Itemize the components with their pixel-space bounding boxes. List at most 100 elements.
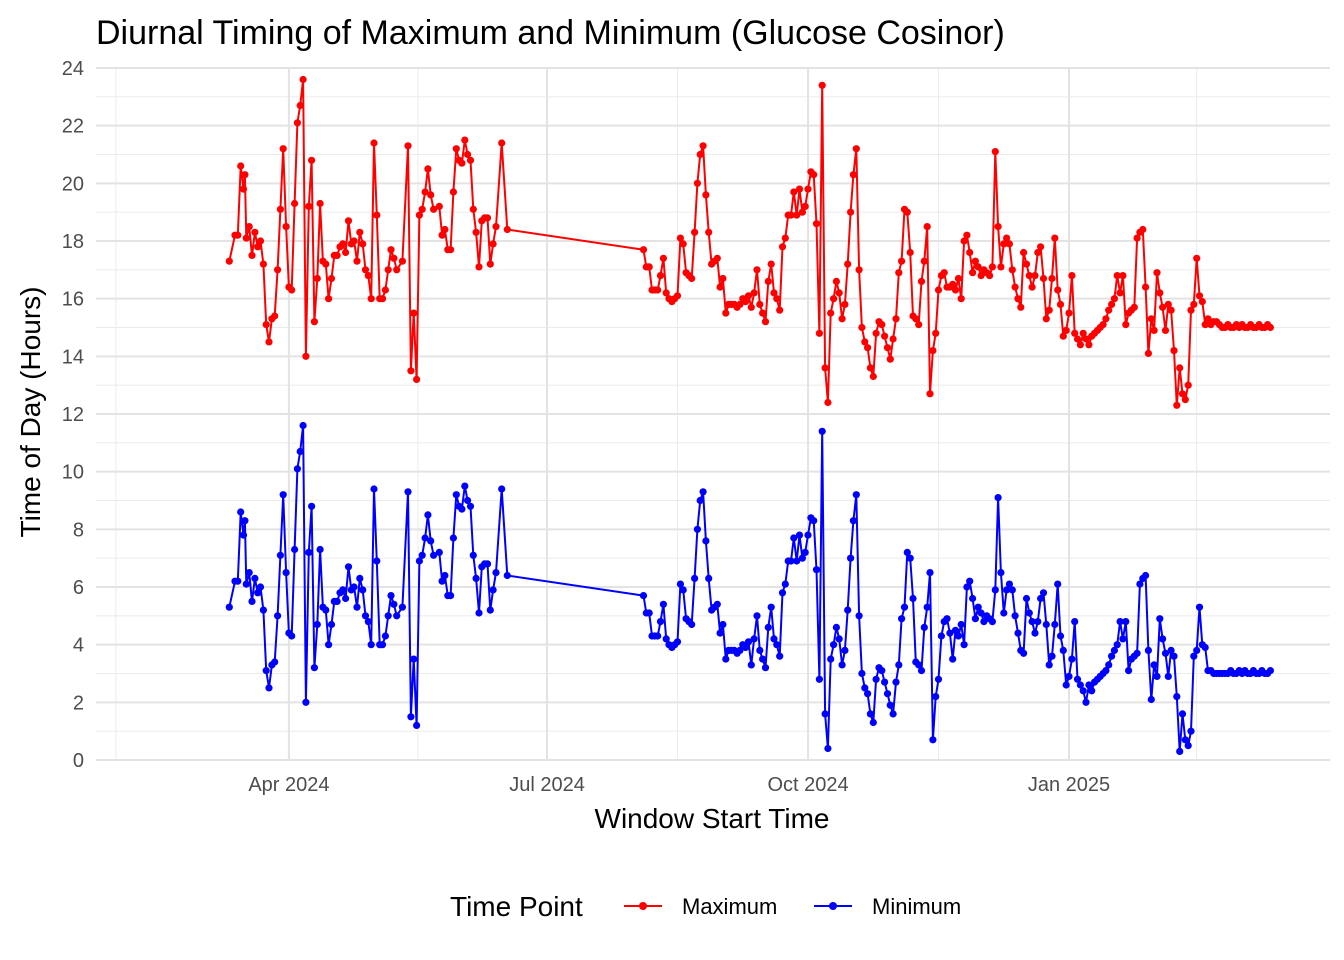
x-axis-title: Window Start Time bbox=[595, 803, 830, 834]
data-point-minimum bbox=[1085, 681, 1093, 689]
data-point-maximum bbox=[353, 257, 361, 265]
data-point-maximum bbox=[702, 191, 710, 199]
data-point-minimum bbox=[702, 537, 710, 545]
data-point-minimum bbox=[404, 488, 412, 496]
data-point-maximum bbox=[282, 223, 290, 231]
data-point-maximum bbox=[1071, 329, 1079, 337]
data-point-maximum bbox=[302, 352, 310, 360]
data-point-minimum bbox=[818, 427, 826, 435]
data-point-maximum bbox=[475, 263, 483, 271]
data-point-maximum bbox=[830, 295, 838, 303]
data-point-maximum bbox=[245, 223, 253, 231]
data-point-maximum bbox=[254, 243, 262, 251]
data-point-maximum bbox=[832, 277, 841, 285]
data-point-maximum bbox=[430, 205, 438, 213]
data-point-minimum bbox=[838, 661, 846, 669]
data-point-minimum bbox=[878, 667, 886, 675]
data-point-minimum bbox=[1201, 643, 1209, 652]
data-point-maximum bbox=[1014, 295, 1022, 303]
data-point-minimum bbox=[288, 632, 296, 640]
data-point-maximum bbox=[293, 119, 301, 127]
data-point-maximum bbox=[1022, 260, 1031, 268]
data-point-minimum bbox=[271, 658, 279, 666]
data-point-maximum bbox=[1099, 321, 1107, 329]
data-point-minimum bbox=[296, 447, 304, 456]
data-point-minimum bbox=[1156, 615, 1164, 623]
data-point-maximum bbox=[1108, 300, 1116, 308]
data-point-maximum bbox=[1059, 332, 1067, 340]
data-point-minimum bbox=[466, 502, 475, 510]
data-point-minimum bbox=[744, 638, 753, 646]
data-point-maximum bbox=[753, 266, 761, 274]
data-point-minimum bbox=[418, 551, 426, 559]
data-point-maximum bbox=[256, 237, 265, 245]
data-point-maximum bbox=[472, 228, 480, 236]
data-point-minimum bbox=[415, 557, 423, 565]
data-point-minimum bbox=[824, 744, 832, 753]
data-point-maximum bbox=[1068, 272, 1076, 280]
data-point-minimum bbox=[489, 586, 497, 594]
data-point-minimum bbox=[1266, 667, 1274, 675]
data-point-minimum bbox=[778, 589, 787, 597]
data-point-maximum bbox=[242, 234, 250, 242]
data-point-maximum bbox=[934, 286, 943, 294]
data-point-minimum bbox=[801, 548, 809, 557]
data-point-minimum bbox=[359, 586, 367, 594]
data-point-maximum bbox=[1051, 234, 1059, 242]
data-point-minimum bbox=[1076, 681, 1084, 689]
data-point-maximum bbox=[778, 243, 787, 251]
data-point-maximum bbox=[773, 295, 781, 303]
data-point-maximum bbox=[322, 260, 330, 268]
data-point-minimum bbox=[308, 502, 316, 510]
data-point-minimum bbox=[1082, 698, 1090, 706]
data-point-maximum bbox=[923, 223, 931, 231]
data-point-maximum bbox=[841, 300, 849, 308]
data-point-minimum bbox=[1051, 620, 1059, 629]
data-point-maximum bbox=[1045, 306, 1053, 314]
data-point-maximum bbox=[1201, 321, 1209, 329]
data-point-minimum bbox=[1147, 695, 1155, 704]
data-point-maximum bbox=[699, 142, 707, 150]
data-point-maximum bbox=[804, 185, 812, 193]
data-point-minimum bbox=[946, 629, 954, 637]
data-point-minimum bbox=[849, 517, 858, 525]
data-point-maximum bbox=[1133, 234, 1141, 242]
data-point-maximum bbox=[310, 318, 318, 326]
data-point-minimum bbox=[1113, 641, 1121, 649]
y-tick-label: 24 bbox=[62, 58, 84, 80]
data-point-maximum bbox=[705, 228, 713, 236]
data-point-maximum bbox=[1204, 315, 1212, 323]
data-point-minimum bbox=[424, 511, 432, 519]
data-point-minimum bbox=[903, 548, 911, 557]
data-point-minimum bbox=[1068, 655, 1076, 663]
data-point-maximum bbox=[920, 257, 928, 265]
data-point-minimum bbox=[398, 603, 406, 611]
data-point-minimum bbox=[773, 641, 781, 649]
data-point-maximum bbox=[276, 205, 284, 213]
data-point-maximum bbox=[410, 309, 418, 317]
data-point-minimum bbox=[781, 580, 789, 588]
data-point-minimum bbox=[705, 574, 713, 583]
data-point-maximum bbox=[486, 260, 494, 268]
legend-entry-maximum: Maximum bbox=[624, 894, 777, 919]
data-point-maximum bbox=[722, 309, 730, 317]
data-point-minimum bbox=[262, 667, 270, 675]
data-point-minimum bbox=[469, 551, 477, 559]
data-point-minimum bbox=[688, 620, 696, 629]
data-point-minimum bbox=[1045, 661, 1053, 669]
data-point-minimum bbox=[1164, 672, 1172, 681]
data-point-maximum bbox=[742, 298, 750, 306]
data-point-maximum bbox=[926, 390, 934, 398]
data-point-minimum bbox=[1181, 736, 1189, 744]
y-tick-label: 20 bbox=[62, 173, 84, 195]
data-point-maximum bbox=[404, 142, 412, 150]
data-point-minimum bbox=[1116, 618, 1124, 626]
data-point-minimum bbox=[750, 635, 758, 643]
data-point-minimum bbox=[977, 609, 985, 617]
data-point-maximum bbox=[1020, 248, 1028, 257]
data-point-minimum bbox=[1167, 646, 1175, 655]
data-point-maximum bbox=[810, 171, 818, 179]
data-point-maximum bbox=[1085, 341, 1093, 349]
data-point-minimum bbox=[722, 655, 730, 663]
data-point-maximum bbox=[418, 205, 426, 213]
